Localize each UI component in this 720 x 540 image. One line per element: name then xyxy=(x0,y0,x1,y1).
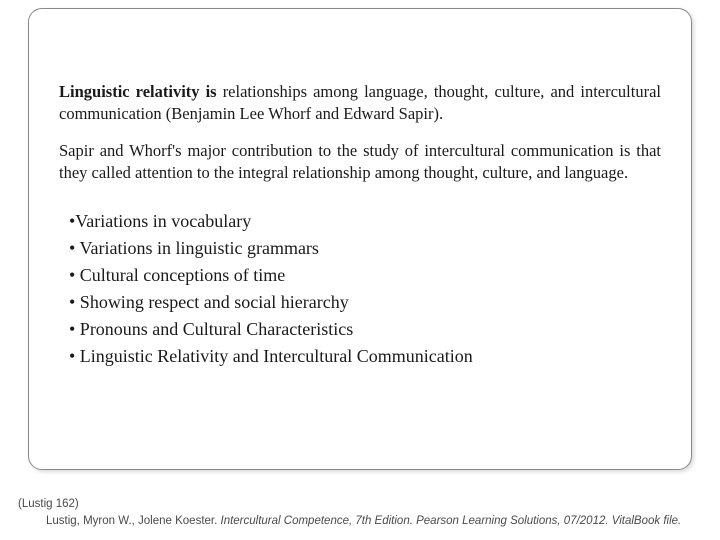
contribution-paragraph: Sapir and Whorf's major contribution to … xyxy=(59,140,661,185)
definition-term: Linguistic relativity is xyxy=(59,82,217,101)
citation-authors: Lustig, Myron W., Jolene Koester. xyxy=(46,515,221,527)
list-item: • Showing respect and social hierarchy xyxy=(69,289,661,316)
bullet-list: •Variations in vocabulary • Variations i… xyxy=(69,208,661,370)
citation-footer: (Lustig 162) Lustig, Myron W., Jolene Ko… xyxy=(18,497,702,530)
citation-page-ref: (Lustig 162) xyxy=(18,497,702,513)
definition-paragraph: Linguistic relativity is relationships a… xyxy=(59,81,661,126)
list-item: • Linguistic Relativity and Intercultura… xyxy=(69,343,661,370)
list-item: • Cultural conceptions of time xyxy=(69,262,661,289)
slide: Linguistic relativity is relationships a… xyxy=(0,0,720,540)
content-frame: Linguistic relativity is relationships a… xyxy=(28,8,692,470)
citation-work: Intercultural Competence, 7th Edition. P… xyxy=(221,515,682,527)
list-item: •Variations in vocabulary xyxy=(69,208,661,235)
list-item: • Variations in linguistic grammars xyxy=(69,235,661,262)
list-item: • Pronouns and Cultural Characteristics xyxy=(69,316,661,343)
citation-main: Lustig, Myron W., Jolene Koester. Interc… xyxy=(46,514,702,530)
